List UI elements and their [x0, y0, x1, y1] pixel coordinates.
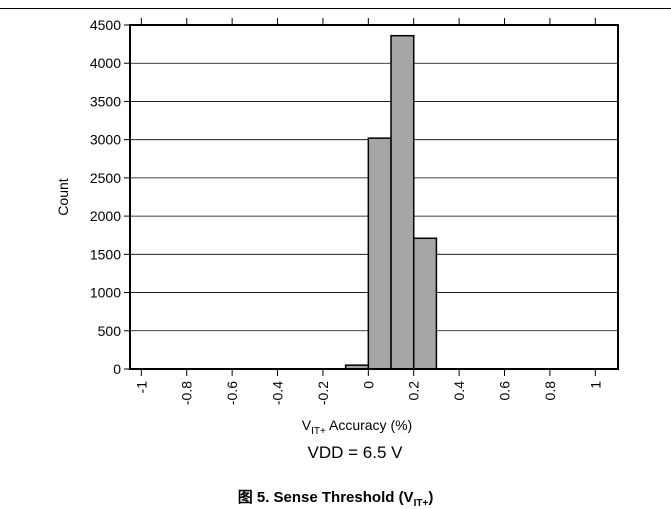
y-tick-label: 0	[113, 361, 121, 377]
gridlines	[130, 62, 618, 332]
caption-sub: IT+	[413, 498, 429, 509]
x-tick-label: -0.6	[224, 381, 240, 405]
x-tick-label: -0.8	[179, 381, 195, 405]
x-axis-title-sub: IT+	[311, 426, 326, 437]
x-tick-label: -1	[133, 381, 149, 394]
x-axis-title-main: V	[302, 417, 312, 433]
top-rule	[0, 8, 671, 9]
x-tick-label: 0	[360, 381, 376, 389]
x-axis-title-rest: Accuracy (%)	[326, 417, 412, 433]
y-tick-label: 500	[98, 323, 122, 339]
plot-frame	[129, 24, 619, 370]
x-tick-label: 0.2	[406, 381, 422, 401]
y-tick-label: 4000	[90, 55, 121, 71]
x-tick-label: 0.8	[542, 381, 558, 401]
caption-suffix: )	[428, 489, 434, 506]
y-tick-label: 4500	[90, 17, 121, 33]
caption-prefix: 图 5. Sense Threshold (V	[237, 489, 414, 506]
x-tick-label: 1	[587, 381, 603, 389]
bars	[344, 34, 438, 370]
y-axis: 0 500 1000 1500 2000 2500 3000 3500 4000 4500	[90, 17, 130, 377]
figure-caption: 图 5. Sense Threshold (VIT+)	[0, 486, 671, 509]
y-tick-label: 3500	[90, 93, 121, 109]
x-tick-label: 0.6	[497, 381, 513, 401]
x-tick-label: -0.2	[315, 381, 331, 405]
histogram-bar	[412, 237, 438, 370]
vdd-annotation: VDD = 6.5 V	[308, 443, 404, 462]
histogram-bar	[367, 137, 392, 370]
y-tick-label: 2000	[90, 208, 121, 224]
x-tick-label: -0.4	[270, 381, 286, 405]
y-axis-title: Count	[55, 178, 71, 215]
y-tick-label: 2500	[90, 170, 121, 186]
x-tick-label: 0.4	[451, 381, 467, 401]
x-axis-title: VIT+ Accuracy (%)	[302, 417, 412, 437]
x-axis: -1 -0.8 -0.6 -0.4 -0.2 0 0.2 0.4 0.6 0.8 1	[133, 18, 603, 405]
y-tick-label: 1500	[90, 246, 121, 262]
y-tick-label: 3000	[90, 132, 121, 148]
histogram-bar	[390, 34, 415, 370]
y-tick-label: 1000	[90, 285, 121, 301]
